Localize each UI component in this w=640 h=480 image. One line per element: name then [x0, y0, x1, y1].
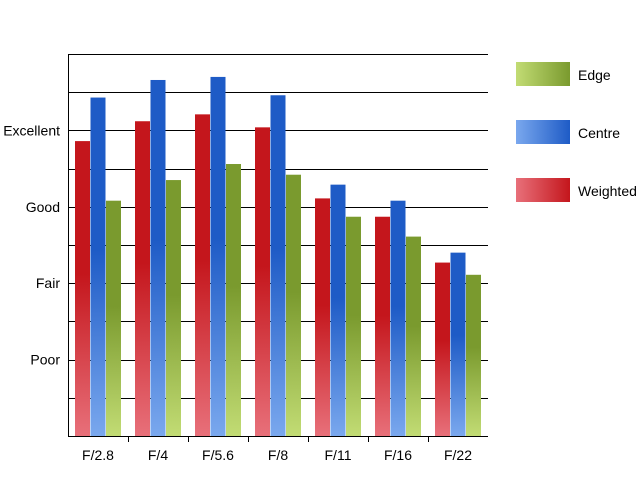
bar-weighted-f11 — [315, 198, 330, 436]
x-tick-label: F/16 — [384, 447, 412, 463]
x-tick-label: F/2.8 — [82, 447, 114, 463]
axes — [68, 54, 488, 442]
bar-edge-f8 — [286, 174, 301, 436]
bar-weighted-f16 — [375, 216, 390, 436]
y-tick-labels: Poor Fair Good Excellent — [3, 122, 60, 367]
bar-centre-f28 — [90, 97, 106, 436]
x-tick-label: F/4 — [148, 447, 168, 463]
bar-edge-f22 — [466, 274, 481, 436]
legend-swatch-edge — [516, 62, 570, 86]
bar-weighted-f8 — [255, 127, 270, 437]
bar-edge-f56 — [226, 164, 241, 437]
legend-swatch-centre — [516, 120, 570, 144]
x-tick-label: F/5.6 — [202, 447, 234, 463]
y-tick-label: Good — [26, 199, 60, 215]
bar-weighted-f22 — [435, 262, 450, 436]
y-tick-label: Poor — [30, 352, 60, 368]
bar-centre-f4 — [150, 79, 166, 436]
bar-edge-f4 — [166, 180, 181, 436]
legend-swatch-weighted — [516, 178, 570, 202]
bar-weighted-f28 — [75, 141, 90, 436]
x-tick-label: F/11 — [325, 447, 352, 463]
y-tick-label: Fair — [36, 275, 60, 291]
bar-edge-f28 — [106, 200, 121, 436]
bar-centre-f11 — [330, 184, 346, 436]
bar-weighted-f4 — [135, 121, 150, 437]
bars — [75, 76, 481, 437]
bar-centre-f8 — [270, 95, 286, 437]
legend-label-weighted: Weighted — [578, 183, 637, 199]
bar-centre-f16 — [390, 200, 406, 436]
legend: Edge Centre Weighted — [516, 62, 637, 202]
x-tick-label: F/8 — [268, 447, 288, 463]
legend-label-edge: Edge — [578, 67, 611, 83]
y-tick-label: Excellent — [3, 122, 60, 138]
bar-weighted-f56 — [195, 114, 210, 436]
x-tick-labels: F/2.8 F/4 F/5.6 F/8 F/11 F/16 F/22 — [82, 447, 472, 463]
bar-edge-f16 — [406, 236, 421, 436]
x-tick-label: F/22 — [444, 447, 472, 463]
bar-centre-f22 — [450, 252, 466, 436]
bar-centre-f56 — [210, 76, 226, 437]
bar-edge-f11 — [346, 216, 361, 436]
legend-label-centre: Centre — [578, 125, 620, 141]
